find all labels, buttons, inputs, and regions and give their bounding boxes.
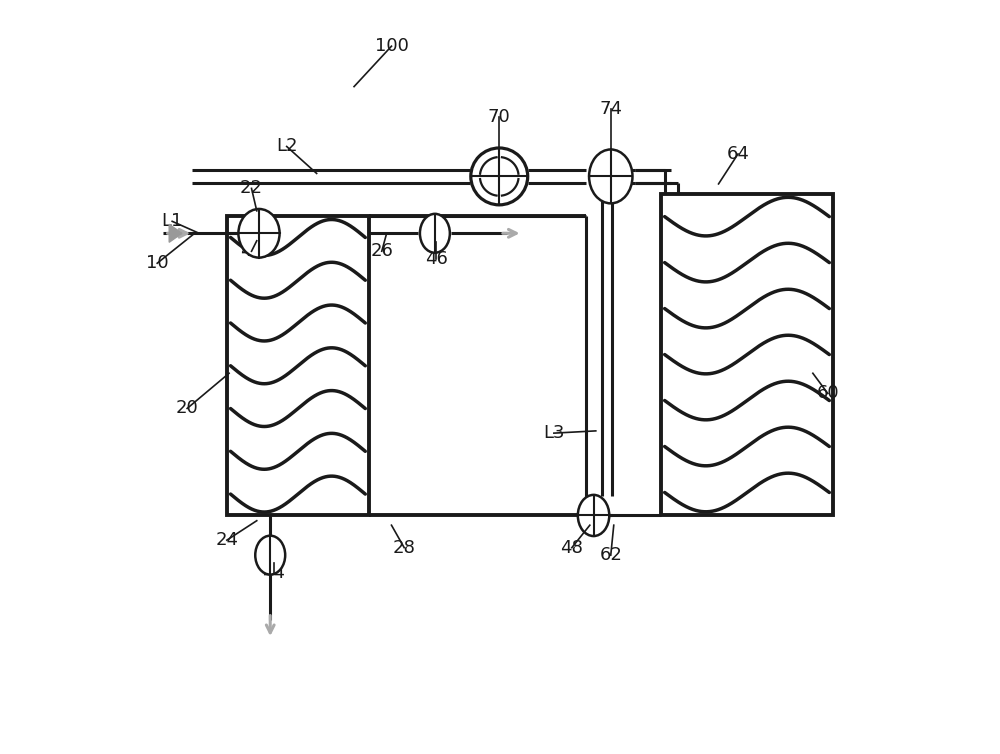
Text: 46: 46 <box>425 250 448 268</box>
Text: L2: L2 <box>276 137 297 155</box>
Text: 22: 22 <box>240 179 263 198</box>
Ellipse shape <box>238 209 280 258</box>
Ellipse shape <box>420 214 450 253</box>
Polygon shape <box>169 225 182 242</box>
Bar <box>661 194 833 516</box>
Text: 10: 10 <box>146 254 169 272</box>
Text: 42: 42 <box>240 242 263 260</box>
Bar <box>227 216 369 516</box>
Text: 44: 44 <box>262 564 285 582</box>
Circle shape <box>471 148 528 205</box>
Ellipse shape <box>578 495 609 536</box>
Text: 26: 26 <box>370 242 393 260</box>
Ellipse shape <box>589 149 632 204</box>
Ellipse shape <box>255 535 285 575</box>
Text: 24: 24 <box>215 531 238 549</box>
Text: 70: 70 <box>488 108 511 126</box>
Text: 28: 28 <box>393 538 416 556</box>
Text: 48: 48 <box>560 538 583 556</box>
Text: 20: 20 <box>176 400 199 418</box>
Text: 100: 100 <box>375 37 408 55</box>
Text: 74: 74 <box>599 100 622 118</box>
Text: 60: 60 <box>817 385 839 403</box>
Text: 64: 64 <box>727 145 749 163</box>
Text: 62: 62 <box>599 546 622 564</box>
Text: L1: L1 <box>161 213 183 230</box>
Text: L3: L3 <box>543 425 565 442</box>
